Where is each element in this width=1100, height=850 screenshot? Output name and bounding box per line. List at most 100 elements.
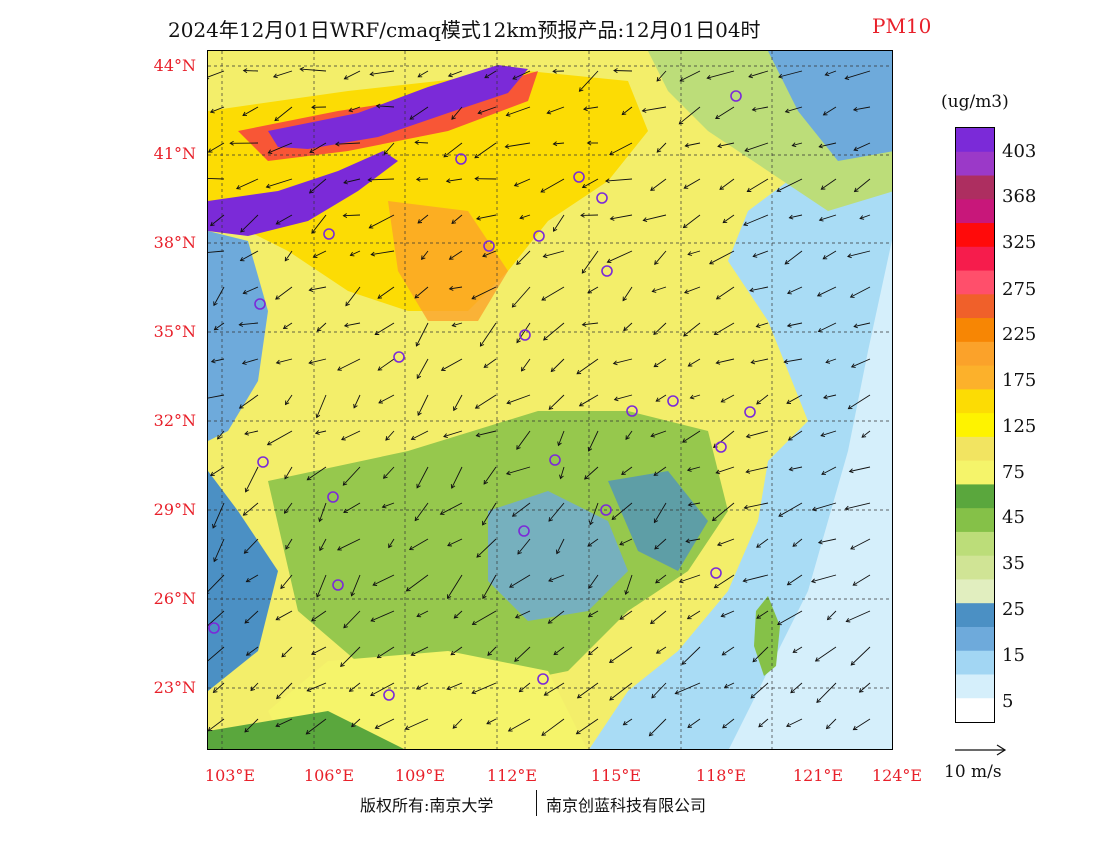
wind-arrow-head xyxy=(787,436,793,441)
wind-arrow-head xyxy=(349,251,355,257)
wind-arrow-head xyxy=(651,288,657,293)
wind-arrow-head xyxy=(299,66,305,72)
wind-arrow xyxy=(792,538,803,547)
wind-arrow xyxy=(587,286,599,294)
wind-arrow-head xyxy=(417,73,423,78)
wind-arrow-head xyxy=(605,178,610,184)
wind-arrow-head xyxy=(310,617,316,622)
wind-arrow xyxy=(506,466,531,475)
wind-arrow-head xyxy=(210,358,216,364)
wind-arrow-head xyxy=(348,687,354,692)
wind-arrow xyxy=(482,250,497,257)
wind-arrow-head xyxy=(242,511,248,516)
wind-arrow-head xyxy=(275,220,281,225)
wind-arrow-head xyxy=(852,581,858,586)
wind-arrow-head xyxy=(439,510,445,515)
wind-arrow xyxy=(453,394,463,411)
wind-arrow-head xyxy=(786,289,792,295)
wind-arrow-head xyxy=(385,436,390,441)
wind-arrow-head xyxy=(586,140,592,146)
wind-arrow-head xyxy=(788,466,794,472)
wind-arrow xyxy=(722,214,735,223)
wind-arrow-head xyxy=(720,398,726,403)
wind-arrow-head xyxy=(778,73,783,79)
wind-arrow-head xyxy=(584,475,589,480)
wind-arrow-head xyxy=(513,182,519,187)
wind-arrow xyxy=(787,574,803,586)
wind-arrow-head xyxy=(381,503,387,509)
colorbar-swatch xyxy=(956,579,994,604)
wind-arrow-head xyxy=(687,502,693,507)
wind-arrow xyxy=(208,250,225,253)
wind-arrow-head xyxy=(450,484,456,489)
colorbar-swatch xyxy=(956,294,994,319)
wind-arrow xyxy=(756,394,769,405)
wind-arrow xyxy=(656,646,667,654)
wind-arrow-head xyxy=(722,723,727,729)
wind-arrow xyxy=(318,502,327,522)
wind-arrow xyxy=(514,646,531,662)
wind-arrow-head xyxy=(378,399,384,404)
station-marker xyxy=(332,579,344,591)
wind-arrow xyxy=(315,430,327,434)
wind-arrow xyxy=(340,646,361,667)
wind-arrow xyxy=(654,502,667,523)
wind-arrow xyxy=(343,502,361,513)
wind-arrow xyxy=(519,214,531,219)
wind-arrow xyxy=(715,106,735,119)
wind-arrow xyxy=(845,70,871,80)
colorbar-swatch xyxy=(956,436,994,462)
wind-arrow xyxy=(792,646,803,653)
wind-arrow-head xyxy=(443,152,449,158)
wind-arrow xyxy=(476,538,497,558)
wind-arrow xyxy=(744,142,769,152)
colorbar-swatch xyxy=(956,413,994,438)
northeast-clean-area xyxy=(768,51,892,161)
wind-arrow-head xyxy=(319,546,324,552)
wind-arrow xyxy=(778,70,803,78)
wind-arrow xyxy=(679,106,701,125)
wind-arrow xyxy=(208,646,225,662)
wind-arrow-head xyxy=(818,216,824,222)
wind-arrow xyxy=(484,70,497,79)
wind-arrow xyxy=(746,466,769,473)
wind-arrow xyxy=(416,682,429,690)
wind-arrow xyxy=(609,646,633,663)
wind-arrow-head xyxy=(859,215,865,220)
wind-arrow xyxy=(655,574,667,584)
wind-arrow-head xyxy=(217,434,222,440)
southwest-clean-area xyxy=(208,471,278,691)
wind-arrow xyxy=(852,574,871,586)
colorbar-swatch xyxy=(956,603,994,628)
wind-arrow xyxy=(239,322,259,326)
wind-arrow-head xyxy=(792,648,798,653)
lat-label-38: 38°N xyxy=(153,233,196,252)
wind-arrow xyxy=(210,214,225,226)
wind-arrow xyxy=(371,250,395,256)
wind-arrow xyxy=(851,358,871,368)
colorbar-swatch xyxy=(956,555,994,580)
wind-arrow-head xyxy=(678,578,684,584)
wind-arrow xyxy=(724,682,735,688)
wind-arrow xyxy=(208,70,225,78)
wind-arrow xyxy=(582,178,599,188)
wind-arrow xyxy=(853,106,871,111)
wind-arrow-head xyxy=(853,187,859,193)
station-marker xyxy=(744,406,756,418)
wind-arrow-head xyxy=(850,660,856,666)
lat-label-26: 26°N xyxy=(153,589,196,608)
wind-arrow xyxy=(239,394,259,409)
wind-arrow-head xyxy=(475,432,481,438)
wind-arrow xyxy=(776,178,803,192)
wind-arrow-head xyxy=(683,184,689,189)
wind-arrow xyxy=(827,610,837,620)
wind-arrow-head xyxy=(788,214,794,220)
wind-arrow xyxy=(743,214,769,226)
wind-arrow-head xyxy=(348,107,354,113)
wind-arrow xyxy=(375,718,395,729)
wind-arrow xyxy=(717,538,735,546)
wind-arrow xyxy=(478,106,497,114)
wind-reference-label: 10 m/s xyxy=(944,762,1002,782)
station-marker xyxy=(383,689,395,701)
wind-arrow-head xyxy=(547,619,553,624)
